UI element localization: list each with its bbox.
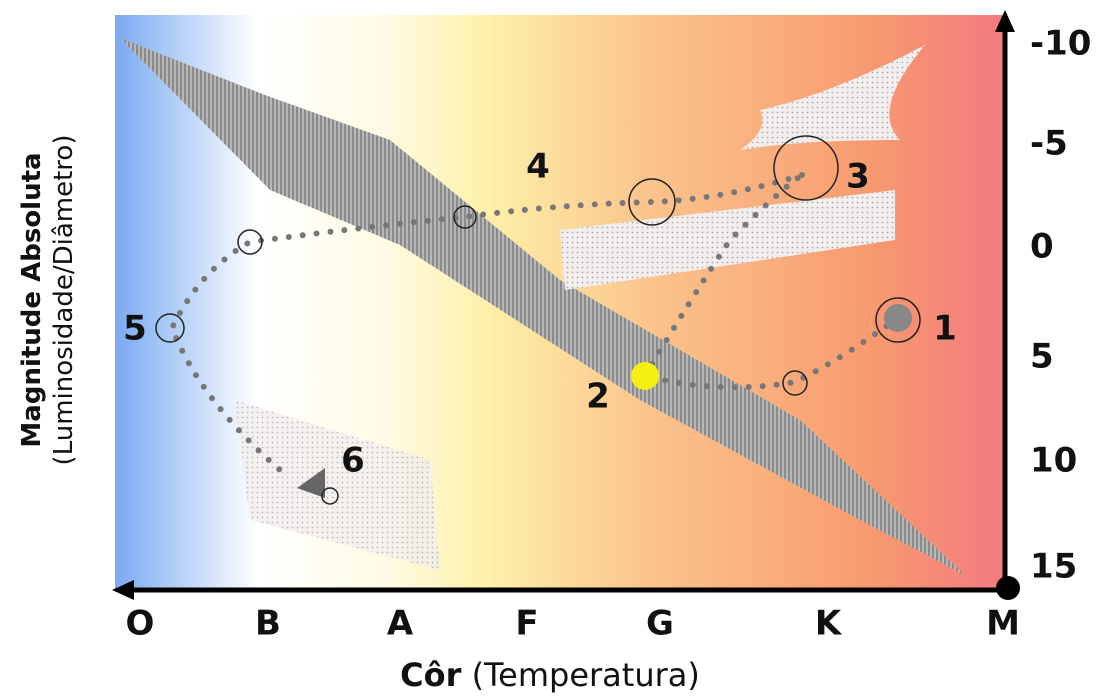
- spectral-class: F: [515, 604, 538, 644]
- spectral-class: K: [815, 604, 843, 644]
- y-tick-label: -5: [1030, 124, 1068, 164]
- y-tick-label: 0: [1030, 227, 1054, 267]
- sun: [631, 362, 659, 390]
- spectral-class: M: [986, 604, 1020, 644]
- y-tick-label: 10: [1030, 441, 1077, 481]
- y-tick-label: 5: [1030, 337, 1054, 377]
- y-tick-label: -10: [1030, 24, 1091, 64]
- hr-diagram: Magnitude Absoluta (Luminosidade/Diâmetr…: [0, 0, 1099, 700]
- stage-label: 4: [526, 147, 550, 187]
- stage-label: 6: [341, 441, 365, 481]
- origin-dot: [996, 576, 1020, 600]
- x-title-rest: (Temperatura): [472, 656, 700, 694]
- stage-label: 3: [846, 157, 870, 197]
- star: [884, 304, 912, 332]
- spectral-class: O: [126, 604, 155, 644]
- spectral-class: A: [387, 604, 414, 644]
- x-title: Côr (Temperatura): [400, 656, 700, 694]
- y-title: Magnitude Absoluta: [17, 152, 47, 447]
- y-tick-label: 15: [1030, 547, 1077, 587]
- x-title-bold: Côr: [400, 656, 461, 694]
- stage-label: 1: [933, 309, 957, 349]
- spectral-class: B: [255, 604, 281, 644]
- stage-label: 2: [586, 377, 610, 417]
- spectral-class: G: [646, 604, 674, 644]
- stage-label: 5: [123, 309, 147, 349]
- y-subtitle: (Luminosidade/Diâmetro): [49, 135, 79, 466]
